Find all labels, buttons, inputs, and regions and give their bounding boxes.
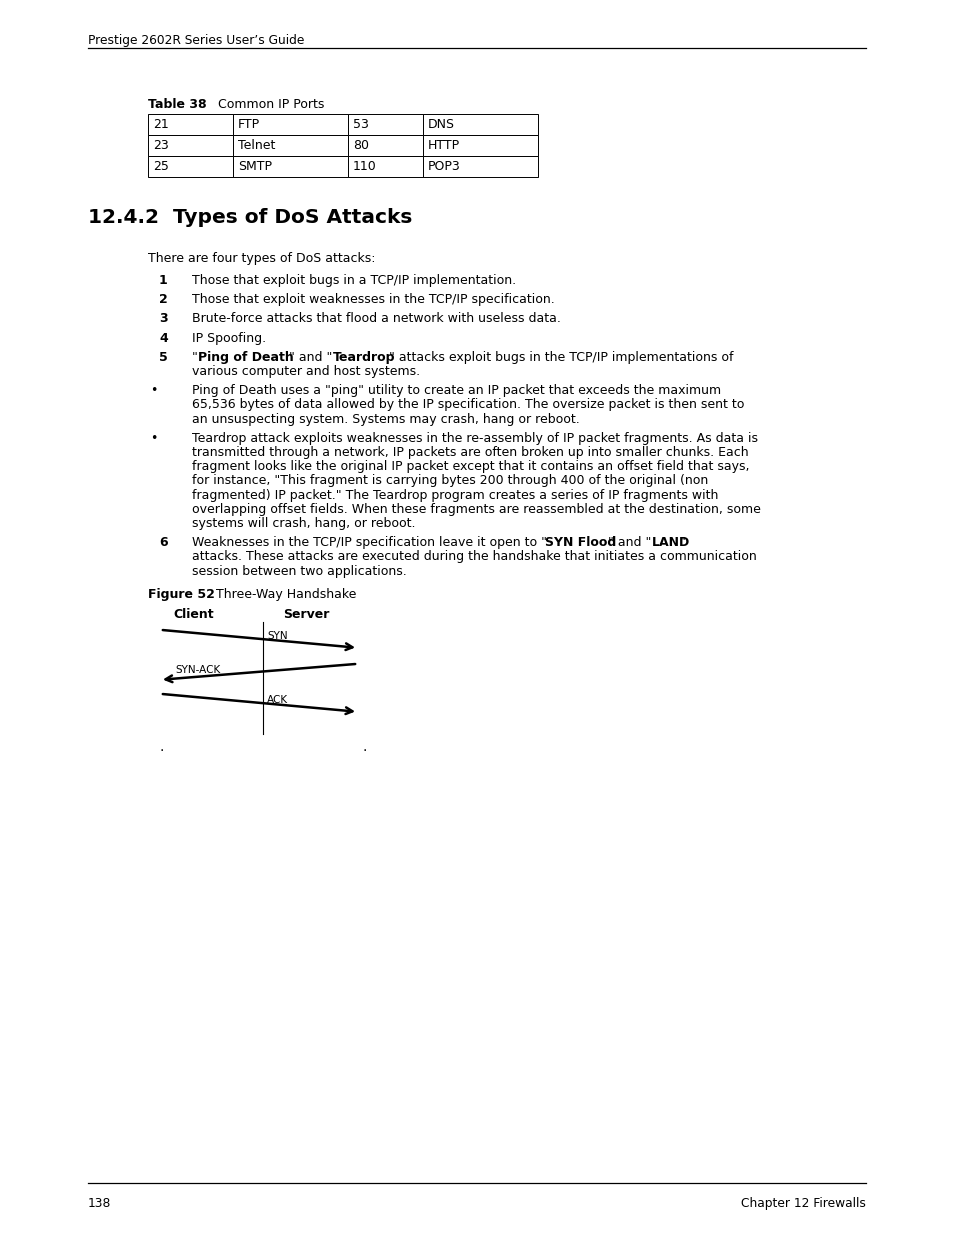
Text: Ping of Death: Ping of Death — [198, 351, 294, 364]
Text: session between two applications.: session between two applications. — [192, 564, 406, 578]
Text: 25: 25 — [152, 161, 169, 173]
Text: 1: 1 — [159, 274, 168, 287]
Text: 6: 6 — [159, 536, 168, 550]
Text: ": " — [192, 351, 197, 364]
Text: 5: 5 — [159, 351, 168, 364]
Bar — [148, 156, 233, 177]
Text: 65,536 bytes of data allowed by the IP specification. The oversize packet is the: 65,536 bytes of data allowed by the IP s… — [192, 399, 743, 411]
Text: Telnet: Telnet — [237, 140, 275, 152]
Text: Three-Way Handshake: Three-Way Handshake — [208, 588, 356, 600]
Text: SYN Flood: SYN Flood — [545, 536, 616, 550]
Text: ACK: ACK — [267, 695, 288, 705]
Text: for instance, "This fragment is carrying bytes 200 through 400 of the original (: for instance, "This fragment is carrying… — [192, 474, 707, 488]
Text: 80: 80 — [353, 140, 369, 152]
Bar — [233, 114, 348, 135]
Text: 23: 23 — [152, 140, 169, 152]
Bar — [348, 114, 422, 135]
Bar — [422, 135, 537, 156]
Text: Weaknesses in the TCP/IP specification leave it open to ": Weaknesses in the TCP/IP specification l… — [192, 536, 546, 550]
Text: " and ": " and " — [608, 536, 651, 550]
Text: " attacks exploit bugs in the TCP/IP implementations of: " attacks exploit bugs in the TCP/IP imp… — [388, 351, 732, 364]
Text: 138: 138 — [88, 1197, 112, 1210]
Text: 2: 2 — [159, 293, 168, 306]
Text: " and ": " and " — [289, 351, 333, 364]
Text: SYN: SYN — [267, 631, 287, 641]
Text: Those that exploit weaknesses in the TCP/IP specification.: Those that exploit weaknesses in the TCP… — [192, 293, 554, 306]
Text: IP Spoofing.: IP Spoofing. — [192, 332, 266, 345]
Text: overlapping offset fields. When these fragments are reassembled at the destinati: overlapping offset fields. When these fr… — [192, 503, 760, 516]
Text: fragment looks like the original IP packet except that it contains an offset fie: fragment looks like the original IP pack… — [192, 461, 749, 473]
Text: systems will crash, hang, or reboot.: systems will crash, hang, or reboot. — [192, 517, 416, 530]
Text: SYN-ACK: SYN-ACK — [174, 664, 220, 674]
Text: an unsuspecting system. Systems may crash, hang or reboot.: an unsuspecting system. Systems may cras… — [192, 412, 579, 426]
Text: fragmented) IP packet." The Teardrop program creates a series of IP fragments wi: fragmented) IP packet." The Teardrop pro… — [192, 489, 718, 501]
Text: LAND: LAND — [651, 536, 689, 550]
Text: .: . — [363, 740, 367, 753]
Text: Server: Server — [283, 608, 329, 621]
Text: Figure 52: Figure 52 — [148, 588, 214, 600]
Text: HTTP: HTTP — [428, 140, 459, 152]
Text: ": " — [679, 536, 685, 550]
Text: Brute-force attacks that flood a network with useless data.: Brute-force attacks that flood a network… — [192, 312, 560, 325]
Bar — [148, 135, 233, 156]
Text: There are four types of DoS attacks:: There are four types of DoS attacks: — [148, 252, 375, 266]
Text: Teardrop attack exploits weaknesses in the re-assembly of IP packet fragments. A: Teardrop attack exploits weaknesses in t… — [192, 432, 758, 445]
Text: .: . — [160, 740, 164, 753]
Text: Client: Client — [172, 608, 213, 621]
Bar — [233, 135, 348, 156]
Text: Ping of Death uses a "ping" utility to create an IP packet that exceeds the maxi: Ping of Death uses a "ping" utility to c… — [192, 384, 720, 398]
Text: attacks. These attacks are executed during the handshake that initiates a commun: attacks. These attacks are executed duri… — [192, 551, 756, 563]
Text: DNS: DNS — [428, 119, 455, 131]
Bar — [348, 135, 422, 156]
Text: 12.4.2  Types of DoS Attacks: 12.4.2 Types of DoS Attacks — [88, 207, 412, 227]
Text: SMTP: SMTP — [237, 161, 272, 173]
Text: FTP: FTP — [237, 119, 260, 131]
Text: 4: 4 — [159, 332, 168, 345]
Text: various computer and host systems.: various computer and host systems. — [192, 366, 419, 378]
Text: Prestige 2602R Series User’s Guide: Prestige 2602R Series User’s Guide — [88, 35, 304, 47]
Text: 3: 3 — [159, 312, 168, 325]
Text: transmitted through a network, IP packets are often broken up into smaller chunk: transmitted through a network, IP packet… — [192, 446, 748, 459]
Text: Common IP Ports: Common IP Ports — [206, 98, 324, 111]
Text: Chapter 12 Firewalls: Chapter 12 Firewalls — [740, 1197, 865, 1210]
Text: 21: 21 — [152, 119, 169, 131]
Bar — [233, 156, 348, 177]
Text: 110: 110 — [353, 161, 376, 173]
Bar — [148, 114, 233, 135]
Bar — [422, 114, 537, 135]
Text: •: • — [150, 384, 157, 398]
Text: 53: 53 — [353, 119, 369, 131]
Text: •: • — [150, 432, 157, 445]
Bar — [422, 156, 537, 177]
Text: POP3: POP3 — [428, 161, 460, 173]
Bar — [348, 156, 422, 177]
Text: Teardrop: Teardrop — [333, 351, 395, 364]
Text: Those that exploit bugs in a TCP/IP implementation.: Those that exploit bugs in a TCP/IP impl… — [192, 274, 516, 287]
Text: Table 38: Table 38 — [148, 98, 207, 111]
